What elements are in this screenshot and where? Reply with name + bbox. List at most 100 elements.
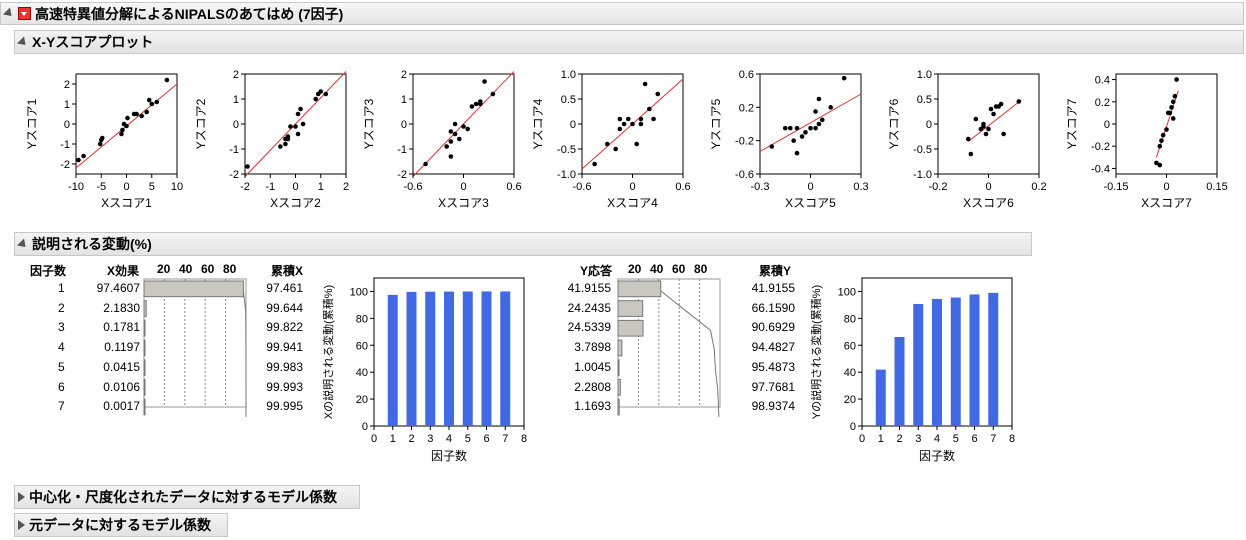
x-tick-label: 0.6 (675, 181, 690, 193)
x-axis-label: Xスコア3 (438, 196, 489, 210)
score-point (120, 127, 125, 133)
score-plot-section-header[interactable]: X-Yスコアプロット (14, 30, 1244, 54)
header-xbar-tick-40: 40 (179, 262, 193, 276)
y-tick-label: 2 (64, 79, 70, 91)
x-tick-label: 5 (149, 181, 155, 193)
score-point (1169, 105, 1174, 110)
score-point (966, 136, 971, 142)
y-tick-label: -0.2 (735, 136, 754, 148)
score-point (490, 91, 496, 97)
row-x-effect: 0.0415 (103, 359, 140, 374)
y-tick-label: -2 (397, 169, 407, 181)
cumulative-bar (425, 291, 436, 426)
score-point (1001, 131, 1006, 137)
y-tick-label: 20 (356, 394, 368, 406)
row-cum-x: 99.644 (266, 300, 303, 315)
score-point (149, 101, 155, 107)
y-response-bar-chart (617, 278, 721, 417)
score-point (469, 104, 475, 109)
x-tick-label: -0.6 (404, 181, 423, 193)
y-tick-label: 0 (570, 119, 576, 131)
row-x-effect: 0.0017 (103, 399, 140, 414)
score-point (604, 141, 610, 147)
header-xeffect: X効果 (107, 264, 140, 278)
plot-frame (1115, 73, 1218, 175)
cumulative-bar (988, 292, 999, 426)
centered-coefficients-section-header[interactable]: 中心化・尺度化されたデータに対するモデル係数 (14, 485, 360, 509)
x-tick-label: 8 (1009, 433, 1015, 445)
x-tick-label: -2 (240, 181, 250, 193)
row-y-response: 24.5339 (567, 320, 611, 335)
x-tick-label: 7 (990, 433, 996, 445)
score-point (444, 144, 449, 149)
row-cum-y: 41.9155 (751, 281, 795, 295)
row-cum-y: 94.4827 (751, 340, 795, 355)
score-plot-4: -0.6 0 0.6 1.0 0.5 0 -0.5 -1.0 Xスコア4 Yスコア4 (531, 69, 691, 210)
score-plot-6: -0.2 0 0.2 1.0 0.5 0 -0.5 -1.0 Xスコア6 Yスコア6 (887, 69, 1047, 210)
mini-bar (617, 280, 662, 298)
disclosure-closed-icon[interactable] (18, 492, 25, 502)
score-point (828, 105, 833, 110)
x-axis-label: 因子数 (431, 448, 467, 463)
y-tick-label: 0 (1104, 119, 1110, 131)
score-point (245, 164, 250, 169)
score-point (1174, 77, 1179, 82)
mini-frame (143, 278, 247, 408)
row-cum-y: 66.1590 (751, 300, 795, 315)
y-tick-label: 2 (401, 69, 407, 81)
y-tick-label: 0.5 (561, 94, 576, 106)
header-cumy: 累積Y (759, 264, 792, 278)
x-tick-label: 5 (465, 433, 471, 445)
score-point (119, 131, 124, 137)
y-tick-label: 100 (838, 286, 856, 298)
score-point (968, 151, 974, 157)
original-coefficients-section-header[interactable]: 元データに対するモデル係数 (14, 513, 228, 537)
x-axis-label: Xスコア4 (607, 196, 658, 210)
y-tick-label: 40 (844, 367, 856, 379)
x-tick-label: -10 (68, 181, 84, 193)
y-tick-label: -2 (229, 169, 239, 181)
y-tick-label: 0.4 (1095, 75, 1110, 87)
score-point (285, 136, 291, 142)
score-plot-5: -0.3 0 0.3 0.6 0.2 -0.2 -0.6 Xスコア5 Yスコア5 (709, 69, 869, 210)
mini-bar (143, 379, 146, 396)
x-axis-label: Xスコア7 (1141, 196, 1192, 210)
red-triangle-menu-icon[interactable] (18, 7, 31, 20)
mini-bar (617, 359, 620, 377)
variance-section-header[interactable]: 説明される変動(%) (14, 232, 1032, 256)
cumulative-bar (500, 291, 511, 426)
score-point (1154, 160, 1159, 166)
header-ybar-tick-20: 20 (628, 262, 642, 276)
row-x-effect: 97.4607 (96, 281, 140, 295)
x-tick-label: 0 (807, 181, 813, 193)
score-point (634, 141, 640, 147)
cumulative-bar (481, 291, 492, 426)
disclosure-open-icon[interactable] (2, 7, 16, 20)
score-point (298, 106, 303, 112)
plot-frame (937, 73, 1040, 175)
disclosure-closed-icon[interactable] (18, 520, 25, 530)
x-tick-label: 0.6 (506, 181, 521, 193)
x-tick-label: 0.15 (1206, 181, 1227, 193)
row-cum-x: 97.461 (266, 281, 303, 295)
y-tick-label: -0.6 (735, 169, 754, 181)
score-point (841, 75, 847, 81)
score-point (799, 134, 805, 139)
x-tick-label: 0.3 (853, 181, 868, 193)
disclosure-open-icon[interactable] (16, 35, 30, 49)
disclosure-open-icon[interactable] (16, 237, 30, 251)
x-tick-label: -0.2 (929, 181, 948, 193)
x-tick-label: -0.3 (751, 181, 770, 193)
row-cum-y: 95.4873 (751, 359, 795, 374)
score-point (139, 113, 144, 119)
row-factor-number: 2 (58, 300, 65, 315)
score-point (651, 116, 656, 122)
mini-bar (143, 339, 146, 357)
report-header[interactable]: 高速特異値分解によるNIPALSのあてはめ (7因子) (0, 2, 1244, 25)
y-tick-label: 0.6 (739, 69, 754, 81)
score-point (813, 125, 818, 131)
x-tick-label: 3 (915, 433, 921, 445)
score-point (482, 79, 487, 84)
score-point (473, 101, 479, 107)
score-point (782, 125, 788, 131)
